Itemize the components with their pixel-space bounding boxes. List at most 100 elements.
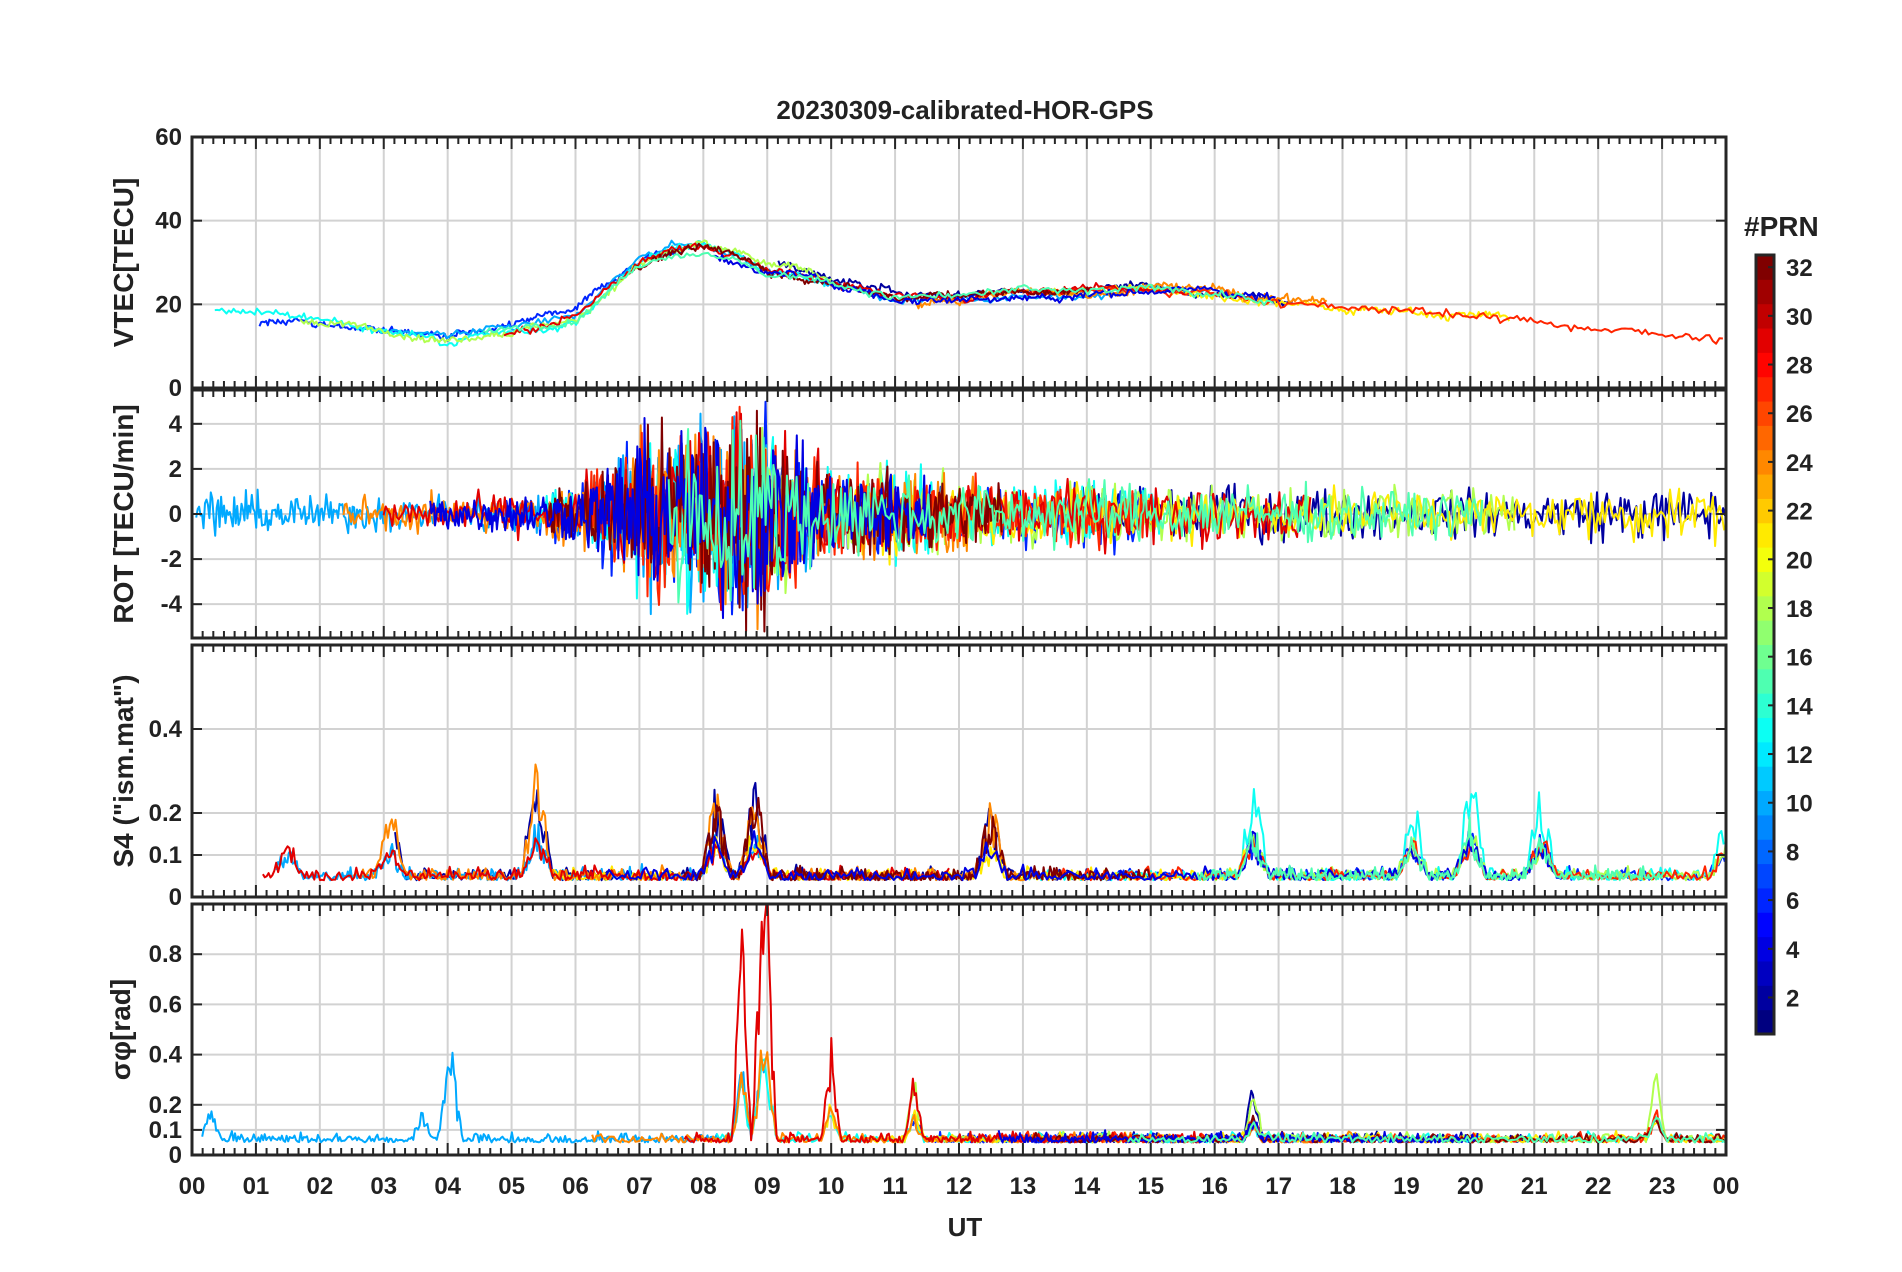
series-line xyxy=(352,763,1045,882)
colorbar-tick-label: 24 xyxy=(1786,450,1813,477)
colorbar-title: #PRN xyxy=(1744,211,1819,242)
colorbar-frame xyxy=(1754,253,1776,1036)
series-line xyxy=(1017,788,1725,882)
x-tick-label: 23 xyxy=(1649,1173,1676,1200)
x-tick-label: 20 xyxy=(1457,1173,1484,1200)
colorbar-step xyxy=(1756,547,1774,572)
y-axis-label: ROT [TECU/min] xyxy=(108,404,139,623)
x-tick-label: 15 xyxy=(1137,1173,1164,1200)
x-tick-label: 02 xyxy=(306,1173,333,1200)
y-ticks: 0 20 40 60 xyxy=(155,124,1726,402)
colorbar-step xyxy=(1756,352,1774,378)
colorbar-step xyxy=(1756,814,1774,840)
colorbar-step xyxy=(1756,887,1774,913)
x-tick-label: 00 xyxy=(1713,1173,1740,1200)
panel-3: 0 0.1 0.2 0.4 S4 ("ism.mat") xyxy=(108,643,1728,911)
y-tick-label: 0.4 xyxy=(149,716,183,743)
y-tick-label: -4 xyxy=(161,591,183,618)
x-tick-label: 18 xyxy=(1329,1173,1356,1200)
colorbar-step xyxy=(1756,863,1774,889)
y-tick-label: 0 xyxy=(169,884,182,911)
colorbar-step xyxy=(1756,425,1774,451)
colorbar-tick-label: 14 xyxy=(1786,693,1813,720)
y-axis-label: S4 ("ism.mat") xyxy=(108,674,139,867)
x-axis-title: UT xyxy=(948,1212,983,1242)
series-line xyxy=(482,251,1274,334)
x-tick-label: 09 xyxy=(754,1173,781,1200)
series-line xyxy=(299,239,832,344)
grid xyxy=(191,136,1727,389)
x-tick-label: 21 xyxy=(1521,1173,1548,1200)
colorbar-step xyxy=(1756,522,1774,548)
colorbar-step xyxy=(1756,571,1774,597)
x-tick-label: 12 xyxy=(946,1173,973,1200)
grid xyxy=(191,645,1727,898)
x-tick-label: 01 xyxy=(243,1173,270,1200)
x-ticks xyxy=(191,645,1727,897)
colorbar-tick-label: 10 xyxy=(1786,791,1813,818)
y-tick-label: 0.4 xyxy=(149,1042,183,1069)
series-line xyxy=(429,417,932,620)
colorbar-step xyxy=(1756,449,1774,475)
colorbar-step xyxy=(1756,766,1774,792)
series-group xyxy=(214,239,1723,347)
series-line xyxy=(201,1051,767,1144)
x-ticks xyxy=(191,137,1727,388)
colorbar-step xyxy=(1756,960,1774,986)
colorbar-step xyxy=(1756,1009,1774,1035)
y-tick-label: 60 xyxy=(155,124,182,151)
colorbar-step xyxy=(1756,279,1774,305)
colorbar-tick-label: 18 xyxy=(1786,596,1813,623)
colorbar-step xyxy=(1756,693,1774,719)
x-tick-label: 17 xyxy=(1265,1173,1292,1200)
y-tick-label: 0 xyxy=(169,501,182,528)
colorbar-step xyxy=(1756,668,1774,694)
x-tick-label: 19 xyxy=(1393,1173,1420,1200)
y-tick-label: 4 xyxy=(169,411,183,438)
y-ticks: -4 -2 0 2 4 xyxy=(161,411,1726,618)
series-group xyxy=(201,904,1726,1144)
panel-1: 0 20 40 60 VTEC[TECU] xyxy=(108,124,1728,402)
y-tick-label: 2 xyxy=(169,456,182,483)
colorbar-step xyxy=(1756,328,1774,353)
series-line xyxy=(258,243,690,342)
colorbar-step xyxy=(1756,717,1774,743)
colorbar-tick-label: 6 xyxy=(1786,888,1799,915)
y-tick-label: 20 xyxy=(155,291,182,318)
colorbar-tick-label: 4 xyxy=(1786,937,1800,964)
colorbar-tick-label: 32 xyxy=(1786,255,1813,282)
y-tick-label: 0.2 xyxy=(149,1092,182,1119)
colorbar-step xyxy=(1756,620,1774,645)
colorbar-tick-label: 30 xyxy=(1786,304,1813,331)
x-tick-label: 22 xyxy=(1585,1173,1612,1200)
x-tick-labels: 00 01 02 03 04 05 06 07 08 09 10 11 12 13 14 15 16 17 18 19… xyxy=(179,1173,1740,1200)
colorbar-tick-label: 20 xyxy=(1786,547,1813,574)
panel-2: -4 -2 0 2 4 ROT [TECU/min] xyxy=(108,388,1728,640)
colorbar-tick-label: 26 xyxy=(1786,401,1813,428)
colorbar-tick-label: 8 xyxy=(1786,839,1799,866)
y-tick-label: 0.8 xyxy=(149,941,182,968)
x-tick-label: 11 xyxy=(882,1173,907,1200)
colorbar-step xyxy=(1756,936,1774,962)
series-line xyxy=(667,419,1484,604)
y-tick-label: 40 xyxy=(155,208,182,235)
colorbar-step xyxy=(1756,498,1774,524)
series-group xyxy=(262,763,1726,882)
colorbar-step xyxy=(1756,595,1774,621)
y-tick-label: -2 xyxy=(161,546,182,573)
y-tick-label: 0.1 xyxy=(149,1117,182,1144)
y-tick-label: 0 xyxy=(169,375,182,402)
x-tick-label: 08 xyxy=(690,1173,717,1200)
series-line xyxy=(632,242,1093,303)
x-tick-label: 06 xyxy=(562,1173,589,1200)
colorbar-tick-label: 12 xyxy=(1786,742,1813,769)
colorbar-tick-label: 16 xyxy=(1786,645,1813,672)
x-tick-label: 13 xyxy=(1010,1173,1037,1200)
colorbar-step xyxy=(1756,255,1774,280)
series-line xyxy=(1060,285,1723,345)
panel-4: 00.10.2 0.4 0.6 0.8 σφ[rad] xyxy=(105,902,1728,1169)
series-line xyxy=(1196,816,1665,882)
colorbar-tick-label: 2 xyxy=(1786,985,1799,1012)
